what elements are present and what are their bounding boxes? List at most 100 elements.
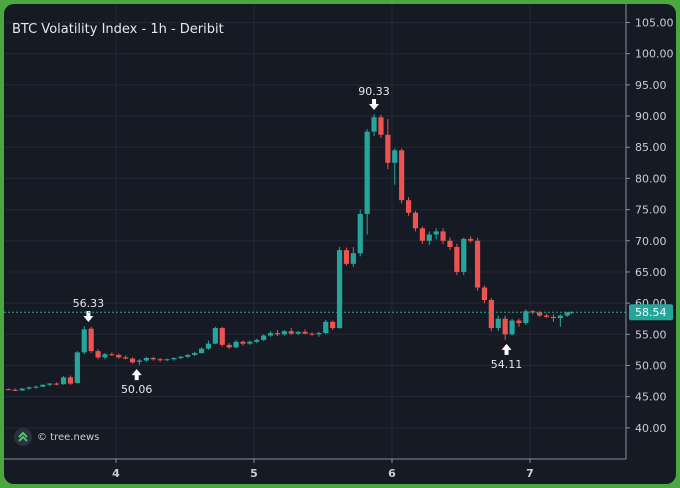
candle-body xyxy=(474,240,481,288)
candle xyxy=(198,347,205,354)
candle xyxy=(392,148,398,185)
candle xyxy=(488,298,494,332)
down-arrow-icon xyxy=(369,98,380,110)
candle xyxy=(350,246,356,267)
candle-body xyxy=(330,321,336,329)
candle xyxy=(109,352,115,357)
x-tick-label: 7 xyxy=(526,467,534,480)
candle-body xyxy=(440,231,446,241)
candle-body xyxy=(461,238,467,272)
candle-body xyxy=(419,228,425,241)
candle xyxy=(54,382,60,386)
candle-body xyxy=(302,331,308,334)
candle-body xyxy=(454,246,460,272)
candle xyxy=(40,384,46,388)
candle xyxy=(405,197,412,216)
candle-body xyxy=(412,212,419,229)
candle xyxy=(568,311,574,314)
candle xyxy=(192,351,198,357)
candle-body xyxy=(468,238,474,241)
candle-body xyxy=(288,331,294,334)
y-tick-label: 50.00 xyxy=(635,359,667,372)
candle-body xyxy=(399,150,405,201)
candle-body xyxy=(309,333,315,335)
candle xyxy=(157,357,163,362)
annotation-label: 54.11 xyxy=(491,358,523,371)
candle-body xyxy=(143,357,149,361)
y-tick-label: 105.00 xyxy=(635,17,674,30)
x-tick-label: 6 xyxy=(388,467,396,480)
candle-body xyxy=(129,358,136,363)
candle xyxy=(557,314,563,327)
y-tick-label: 40.00 xyxy=(635,422,667,435)
candle xyxy=(254,338,260,344)
candle-body xyxy=(67,377,74,384)
candle xyxy=(26,386,32,390)
candle-body xyxy=(212,328,218,344)
candle xyxy=(81,326,87,355)
candle xyxy=(419,226,425,244)
x-tick-label: 5 xyxy=(250,467,258,480)
candle xyxy=(343,247,350,266)
candle xyxy=(385,119,391,170)
candle xyxy=(357,209,363,257)
candle xyxy=(523,309,529,325)
candle xyxy=(364,129,370,235)
candle-body xyxy=(54,383,60,385)
y-axis: 40.0045.0050.0055.0060.0065.0070.0075.00… xyxy=(4,4,674,459)
candle xyxy=(295,331,301,335)
y-tick-label: 55.00 xyxy=(635,328,667,341)
candle-body xyxy=(33,386,39,388)
candle xyxy=(481,285,488,304)
candle-body xyxy=(60,377,67,385)
candle xyxy=(219,326,225,347)
candle xyxy=(371,114,377,136)
grid-lines xyxy=(4,4,626,459)
candle-body xyxy=(323,321,329,334)
x-tick-label: 4 xyxy=(112,467,120,480)
candle-body xyxy=(12,389,18,391)
candle xyxy=(323,319,329,335)
candle-body xyxy=(198,348,205,354)
candle xyxy=(178,356,184,360)
candle-body xyxy=(433,231,439,235)
candle-body xyxy=(523,311,529,324)
candle xyxy=(5,388,11,391)
candle xyxy=(330,320,336,330)
tree-news-logo-icon xyxy=(14,428,32,446)
candle xyxy=(564,311,570,317)
candle-body xyxy=(5,389,11,391)
candle-body xyxy=(136,360,143,362)
candle-body xyxy=(378,117,384,135)
candle-body xyxy=(171,357,177,360)
candle xyxy=(185,354,191,358)
candle-body xyxy=(537,312,543,316)
y-tick-label: 75.00 xyxy=(635,204,667,217)
candle-body xyxy=(254,339,260,342)
candle-body xyxy=(19,388,25,391)
candle xyxy=(454,243,460,276)
candle xyxy=(543,313,550,319)
annotation-label: 50.06 xyxy=(121,383,153,396)
price-annotation: 54.11 xyxy=(491,343,523,371)
candlestick-chart[interactable]: 56.33 50.06 90.33 54.11 40.00 45.00 50.00 55.0… xyxy=(4,4,676,484)
candle xyxy=(309,332,315,336)
watermark-text: © tree.news xyxy=(37,431,100,443)
y-tick-label: 70.00 xyxy=(635,235,667,248)
candles xyxy=(4,114,574,392)
candle xyxy=(240,340,246,346)
candle xyxy=(399,148,405,204)
candle-body xyxy=(192,353,198,355)
candle xyxy=(302,329,308,335)
candle xyxy=(33,385,39,389)
candle xyxy=(116,353,122,359)
candle xyxy=(336,246,343,329)
up-arrow-icon xyxy=(131,369,142,381)
candle xyxy=(164,358,170,362)
price-annotation: 90.33 xyxy=(358,85,390,110)
y-tick-label: 85.00 xyxy=(635,141,667,154)
candle-body xyxy=(371,117,377,132)
candle xyxy=(136,359,143,365)
candle-body xyxy=(81,329,87,353)
candle-body xyxy=(502,318,508,335)
